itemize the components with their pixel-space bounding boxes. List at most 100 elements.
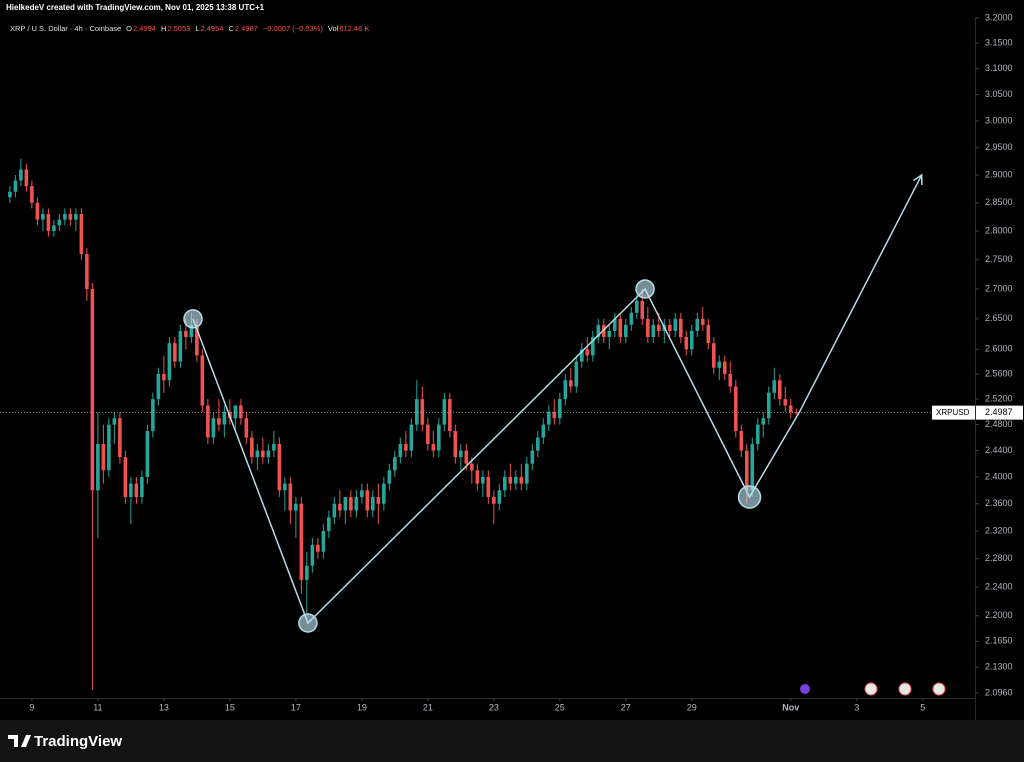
candle-body xyxy=(338,503,342,511)
candle-body xyxy=(635,300,639,313)
candle-body xyxy=(294,503,298,511)
candle-body xyxy=(711,343,716,368)
last-price-label: 2.4987 xyxy=(985,407,1013,417)
x-tick-label: 13 xyxy=(159,702,169,712)
candle-body xyxy=(376,497,381,504)
candle-body xyxy=(200,355,205,406)
y-tick-label: 2.3200 xyxy=(985,525,1013,535)
candle-body xyxy=(118,418,122,458)
candle-body xyxy=(761,418,766,425)
candle-body xyxy=(667,324,672,331)
y-tick-label: 3.1500 xyxy=(985,37,1013,47)
footer-bar xyxy=(0,720,1024,762)
candle-body xyxy=(63,214,67,220)
candle-body xyxy=(387,470,392,484)
candle-body xyxy=(277,444,282,491)
candle-body xyxy=(68,214,73,220)
candle-body xyxy=(178,330,183,362)
candle-body xyxy=(393,457,397,471)
candle-body xyxy=(618,318,623,338)
candle-body xyxy=(74,214,78,220)
y-tick-label: 2.9000 xyxy=(985,169,1013,179)
y-tick-label: 2.4000 xyxy=(985,471,1013,481)
event-icon[interactable] xyxy=(898,682,912,696)
candle-body xyxy=(299,503,304,580)
candle-body xyxy=(563,380,568,400)
y-tick-label: 2.7500 xyxy=(985,254,1013,264)
candle-body xyxy=(508,476,513,484)
candle-body xyxy=(189,324,194,338)
ohlc-value: 2.5053 xyxy=(167,24,190,33)
candle-body xyxy=(250,437,254,458)
candle-body xyxy=(519,476,524,484)
x-tick-label: 23 xyxy=(489,702,499,712)
volume-value: 612.46 K xyxy=(339,24,369,33)
candle-body xyxy=(349,497,353,511)
candle-body xyxy=(35,202,40,220)
candle-body xyxy=(112,418,117,425)
brand-name: TradingView xyxy=(34,733,122,750)
y-tick-label: 2.7000 xyxy=(985,283,1013,293)
candle-body xyxy=(585,349,590,356)
watermark: HielkedeV created with TradingView.com, … xyxy=(6,3,265,12)
candle-body xyxy=(140,476,144,498)
logo-icon xyxy=(8,735,31,747)
candle-body xyxy=(481,476,485,484)
candle-body xyxy=(514,476,518,484)
volume-key: Vol xyxy=(328,24,339,33)
candle-body xyxy=(96,444,100,491)
candle-body xyxy=(79,214,84,254)
y-tick-label: 2.1650 xyxy=(985,636,1013,646)
event-icon[interactable] xyxy=(932,682,946,696)
candle-body xyxy=(310,544,315,566)
event-icon[interactable] xyxy=(800,684,810,694)
y-tick-label: 3.2000 xyxy=(985,12,1013,22)
y-tick-label: 2.2800 xyxy=(985,553,1013,563)
candle-body xyxy=(409,424,414,451)
ohlc-value: 2.4994 xyxy=(133,24,156,33)
y-tick-label: 3.0000 xyxy=(985,115,1013,125)
candle-body xyxy=(541,424,546,438)
candle-body xyxy=(327,517,331,532)
candle-body xyxy=(266,450,271,458)
candle-body xyxy=(733,386,738,432)
candle-body xyxy=(316,544,320,552)
candle-body xyxy=(646,318,650,338)
candle-body xyxy=(360,490,364,498)
candle-body xyxy=(629,312,634,325)
candle-body xyxy=(211,418,216,438)
candle-body xyxy=(24,169,29,187)
candle-body xyxy=(156,373,161,400)
y-tick-label: 2.8500 xyxy=(985,197,1013,207)
candle-body xyxy=(145,431,150,477)
candle-body xyxy=(574,361,579,387)
candle-body xyxy=(261,450,265,458)
candle-body xyxy=(354,497,359,511)
candle-body xyxy=(420,399,425,425)
candle-body xyxy=(255,450,260,458)
x-tick-label: 11 xyxy=(93,702,102,712)
candle-body xyxy=(437,424,441,451)
candle-body xyxy=(695,318,700,331)
candle-body xyxy=(492,497,496,504)
candle-body xyxy=(678,318,683,338)
x-tick-label: 29 xyxy=(687,702,697,712)
candle-body xyxy=(382,483,386,504)
candle-body xyxy=(580,349,584,362)
candle-body xyxy=(448,399,452,432)
candle-body xyxy=(343,497,348,511)
x-tick-label: 15 xyxy=(225,702,235,712)
y-tick-label: 2.3600 xyxy=(985,498,1013,508)
candle-body xyxy=(536,437,540,451)
candle-body xyxy=(442,399,447,425)
candle-body xyxy=(739,431,744,451)
candle-body xyxy=(321,531,326,552)
y-tick-label: 2.6000 xyxy=(985,344,1013,354)
candle-body xyxy=(497,490,502,504)
candle-body xyxy=(464,450,469,464)
event-icon[interactable] xyxy=(864,682,878,696)
candle-body xyxy=(85,253,89,290)
candle-body xyxy=(415,399,419,425)
